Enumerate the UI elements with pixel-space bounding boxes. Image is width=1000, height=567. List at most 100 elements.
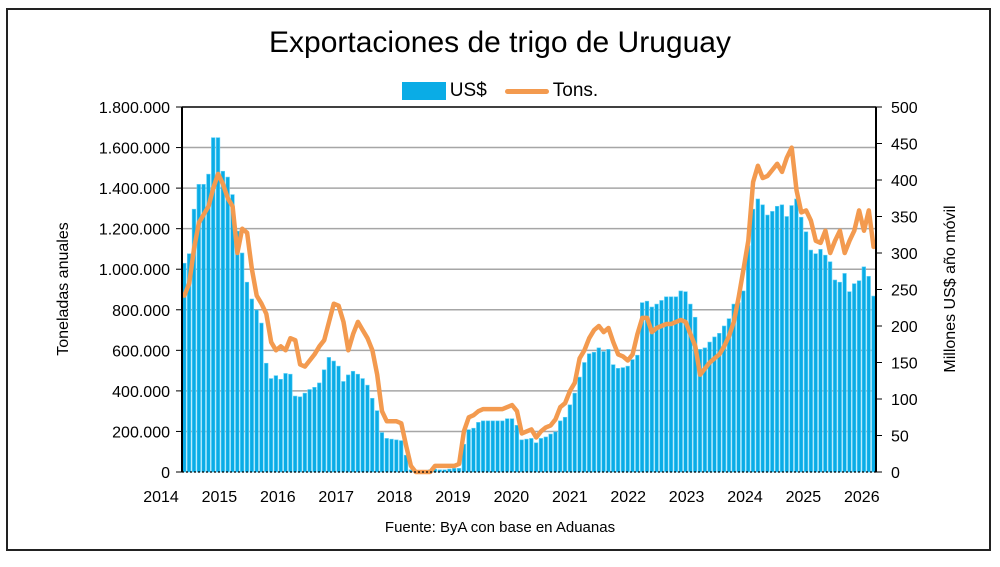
legend-item-tons[interactable]: Tons. [504, 80, 599, 102]
bar-usd [726, 318, 732, 473]
bar-usd [505, 418, 510, 473]
bar-usd [731, 303, 736, 473]
right-tick-label: 100 [891, 392, 918, 409]
legend-item-usd[interactable]: US$ [401, 80, 487, 102]
bar-usd [346, 374, 351, 473]
bar-usd [326, 357, 332, 473]
bar-usd [259, 322, 264, 473]
left-axis-ticks: 0 200.000 400.000 600.000 800.000 1.000.000 1.… [99, 100, 182, 482]
bar-usd [755, 198, 760, 473]
right-tick-label: 450 [891, 137, 918, 154]
bar-usd [832, 279, 838, 473]
legend-swatch-bar [401, 82, 446, 100]
source-note: Fuente: ByA con base en Aduanas [384, 519, 616, 536]
right-tick-label: 350 [891, 210, 918, 227]
bar-usd [799, 216, 804, 473]
x-tick-label: 2014 [143, 489, 179, 506]
bar-usd [399, 440, 404, 473]
bar-usd [249, 298, 254, 473]
left-tick-label: 600.000 [112, 343, 170, 360]
bar-usd [587, 353, 592, 473]
x-tick-label: 2021 [552, 489, 588, 506]
bar-usd [779, 204, 785, 473]
bar-usd [765, 214, 770, 473]
bar-usd [808, 249, 813, 473]
bar-usd [384, 438, 389, 473]
x-tick-label: 2023 [669, 489, 705, 506]
bar-usd [620, 367, 625, 473]
left-tick-label: 1.800.000 [99, 100, 170, 117]
x-tick-label: 2019 [435, 489, 471, 506]
bar-usd [823, 254, 828, 473]
bar-usd [476, 422, 481, 473]
right-tick-label: 300 [891, 246, 918, 263]
x-tick-label: 2017 [318, 489, 354, 506]
bar-usd [784, 216, 789, 473]
left-tick-label: 0 [161, 465, 170, 482]
bar-usd [389, 438, 394, 473]
line-tons [182, 145, 876, 475]
bar-usd [837, 281, 842, 473]
bar-usd [813, 253, 818, 473]
legend-label-usd: US$ [449, 80, 487, 101]
bar-usd [471, 427, 476, 473]
bar-usd [847, 291, 852, 473]
bar-usd [331, 360, 336, 473]
bar-usd [365, 384, 370, 473]
bar-usd [529, 438, 534, 473]
right-tick-label: 150 [891, 356, 918, 373]
bar-usd [307, 389, 312, 473]
right-axis-ticks: 0 50 100 150 200 250 300 350 400 450 500 [876, 100, 918, 482]
left-tick-label: 1.400.000 [99, 181, 170, 198]
legend-swatch-line [504, 88, 549, 94]
bar-usd [215, 137, 221, 473]
bar-usd [852, 283, 857, 473]
right-axis-title: Millones US$ año móvil [942, 205, 959, 372]
bar-usd [490, 420, 495, 473]
legend-label-tons: Tons. [552, 80, 599, 101]
bar-usd [534, 442, 539, 473]
bar-usd [341, 381, 346, 473]
bar-usd [828, 261, 833, 473]
bar-usd [736, 302, 741, 473]
bar-usd [355, 373, 360, 473]
bar-usd [374, 410, 380, 473]
bar-usd [485, 420, 491, 473]
bar-usd [293, 395, 298, 473]
bar-usd [572, 392, 577, 473]
bar-usd [760, 204, 765, 473]
right-tick-label: 0 [891, 465, 900, 482]
bar-usd [288, 373, 293, 473]
bar-usd [615, 368, 621, 473]
bar-usd [466, 429, 471, 473]
bar-usd [394, 439, 399, 473]
bar-usd [442, 469, 447, 473]
bar-usd [707, 341, 712, 473]
left-tick-label: 1.000.000 [99, 262, 170, 279]
bars-usd [182, 137, 876, 473]
bar-usd [630, 359, 635, 473]
bar-usd [321, 369, 327, 473]
bar-usd [509, 418, 515, 473]
bar-usd [842, 273, 847, 473]
bar-usd [861, 266, 866, 473]
bar-usd [818, 249, 823, 473]
bar-usd [558, 420, 563, 473]
bar-usd [683, 291, 688, 473]
bar-usd [225, 176, 230, 473]
bar-usd [302, 392, 307, 473]
x-tick-label: 2015 [202, 489, 238, 506]
bar-usd [770, 211, 775, 473]
right-tick-label: 400 [891, 173, 918, 190]
x-tick-label: 2016 [260, 489, 296, 506]
bar-usd [654, 303, 659, 473]
bar-usd [268, 378, 274, 473]
bar-usd [741, 290, 746, 473]
bar-usd [495, 420, 500, 473]
bar-usd [283, 373, 288, 473]
bar-usd [191, 208, 197, 473]
bar-usd [336, 365, 341, 473]
bar-usd [601, 351, 606, 473]
bar-usd [746, 245, 751, 473]
